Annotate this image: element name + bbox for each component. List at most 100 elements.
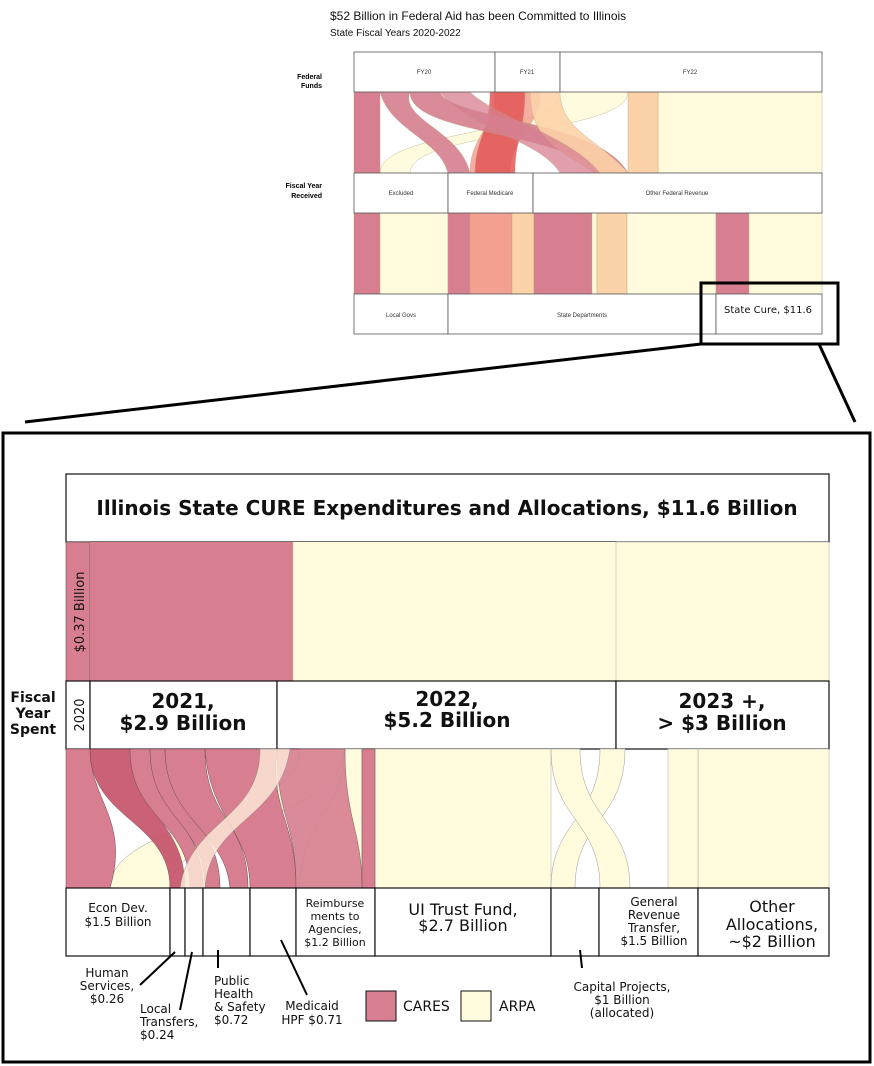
zoom-connector-right (817, 343, 857, 423)
svg-text:$0.24: $0.24 (140, 1028, 174, 1042)
svg-text:Local: Local (140, 1002, 171, 1016)
node-2020 (65, 680, 91, 750)
svg-text:Services,: Services, (80, 979, 134, 993)
callout-local-transfers: Local Transfers, $0.24 (139, 1002, 198, 1042)
node-2021-line1: 2021, (151, 689, 214, 713)
node-federal-medicare-label: Federal Medicare (467, 191, 514, 197)
node-fy21-label: FY21 (520, 70, 535, 76)
node-econ-dev (65, 887, 171, 957)
detail-title-box (65, 473, 830, 543)
node-local-transfers (184, 887, 204, 957)
svg-text:$1.5 Billion: $1.5 Billion (84, 915, 151, 929)
node-local-govs (353, 293, 449, 335)
node-capital (550, 887, 600, 957)
detail-category-nodes (65, 887, 830, 957)
node-fy20-label: FY20 (417, 70, 432, 76)
svg-text:$1.5 Billion: $1.5 Billion (620, 934, 687, 948)
node-general-revenue (598, 887, 699, 957)
detail-title: Illinois State CURE Expenditures and All… (96, 496, 797, 520)
flow-medicare-orange (469, 212, 513, 295)
node-fy22 (559, 51, 823, 93)
svg-text:Reimburse: Reimburse (306, 897, 365, 910)
node-2023-line2: > $3 Billion (657, 711, 786, 735)
flow-other-allocations (697, 748, 830, 889)
node-ui-trust-label: UI Trust Fund, $2.7 Billion (408, 900, 517, 935)
node-2022 (276, 680, 617, 750)
callout-medicaid: Medicaid HPF $0.71 (281, 999, 342, 1027)
node-state-cure (715, 293, 823, 335)
node-ui-trust (374, 887, 552, 957)
carryover-rotated-label: $0.37 Billion (73, 572, 88, 653)
node-other-allocations (697, 887, 830, 957)
detail-flows-lower (65, 748, 830, 889)
overview-bottom-nodes: Local Govs State Departments State Cure,… (353, 293, 823, 335)
svg-text:Medicaid: Medicaid (285, 999, 339, 1013)
svg-text:$1 Billion: $1 Billion (594, 993, 650, 1007)
legend-label-arpa: ARPA (499, 999, 536, 1015)
svg-text:Allocations,: Allocations, (726, 915, 818, 934)
svg-text:UI Trust Fund,: UI Trust Fund, (408, 900, 517, 919)
svg-text:$1.2 Billion: $1.2 Billion (304, 936, 365, 949)
overview-title: $52 Billion in Federal Aid has been Comm… (330, 9, 626, 23)
node-other-federal-revenue (532, 172, 823, 214)
flow-fy22-arpa (657, 91, 823, 174)
flow-2022-cares (277, 542, 293, 681)
node-human-services (169, 887, 186, 957)
node-other-allocations-label: Other Allocations, ~$2 Billion (726, 897, 818, 951)
svg-text:Health: Health (214, 987, 253, 1001)
flow-excluded-to-local-cares (353, 212, 381, 295)
flow-fy20-to-excluded (353, 91, 381, 174)
svg-text:Transfer,: Transfer, (627, 921, 680, 935)
flow-2022-arpa (293, 542, 616, 681)
svg-text:General: General (630, 895, 677, 909)
node-2021 (89, 680, 278, 750)
node-2021-line2: $2.9 Billion (120, 711, 247, 735)
svg-text:$0.26: $0.26 (90, 992, 124, 1006)
svg-text:& Safety: & Safety (214, 1000, 266, 1014)
node-state-departments (447, 293, 717, 335)
svg-text:Econ Dev.: Econ Dev. (88, 901, 148, 915)
flow-ui-trust (374, 748, 552, 889)
node-2023-line1: 2023 +, (679, 689, 766, 713)
svg-text:Fiscal Year: Fiscal Year (286, 183, 323, 190)
flow-2021-cares (90, 542, 277, 681)
flow-cure-arpa (748, 212, 823, 295)
node-fy22-label: FY22 (683, 70, 698, 76)
flow-other-cares (533, 212, 593, 295)
overview-middle-nodes: Excluded Federal Medicare Other Federal … (353, 172, 823, 214)
flow-other-arpa-1 (591, 212, 598, 295)
node-fy20 (353, 51, 496, 93)
svg-text:Received: Received (291, 193, 322, 200)
overview-row-label-fiscal-year-received: Fiscal Year Received (286, 183, 323, 200)
svg-text:Federal: Federal (297, 74, 322, 81)
callout-leaders (139, 939, 583, 1011)
node-general-revenue-label: General Revenue Transfer, $1.5 Billion (620, 895, 687, 948)
svg-text:Fiscal: Fiscal (10, 690, 55, 706)
callout-public-health: Public Health & Safety $0.72 (214, 974, 266, 1027)
overview-subtitle: State Fiscal Years 2020-2022 (330, 28, 461, 39)
node-2022-line2: $5.2 Billion (384, 708, 511, 732)
svg-text:Spent: Spent (10, 722, 57, 738)
flow-general-revenue-a (667, 748, 699, 889)
svg-text:Agencies,: Agencies, (308, 923, 361, 936)
svg-text:Year: Year (15, 706, 51, 722)
overview-top-nodes: FY20 FY21 FY22 (353, 51, 823, 93)
legend-swatch-arpa (460, 990, 492, 1022)
node-fy21 (494, 51, 561, 93)
svg-text:Transfers,: Transfers, (139, 1015, 198, 1029)
svg-text:Human: Human (85, 966, 128, 980)
node-other-federal-revenue-label: Other Federal Revenue (646, 191, 709, 197)
node-reimbursements-label: Reimburse ments to Agencies, $1.2 Billio… (304, 897, 365, 949)
flow-other-peach (596, 212, 628, 295)
node-2022-line1: 2022, (415, 687, 478, 711)
svg-text:Public: Public (214, 974, 250, 988)
overview-row-label-federal-funds: Federal Funds (297, 74, 322, 90)
svg-text:HPF $0.71: HPF $0.71 (281, 1013, 342, 1027)
node-state-cure-label: State Cure, $11.6 (724, 305, 812, 316)
callout-human-services: Human Services, $0.26 (80, 966, 134, 1006)
detail-flows-upper (65, 541, 830, 682)
node-2020-label: 2020 (73, 698, 88, 731)
flow-carryover-cares (65, 541, 91, 682)
node-local-govs-label: Local Govs (386, 313, 416, 319)
